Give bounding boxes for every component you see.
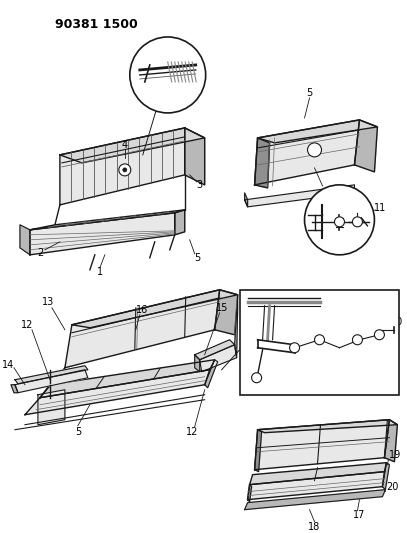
- Polygon shape: [258, 419, 397, 433]
- Polygon shape: [72, 290, 238, 328]
- Text: 5: 5: [195, 253, 201, 263]
- Text: 90381 1500: 90381 1500: [55, 18, 138, 31]
- Polygon shape: [175, 210, 185, 235]
- Polygon shape: [249, 463, 386, 484]
- Polygon shape: [60, 128, 185, 205]
- Polygon shape: [20, 225, 30, 255]
- Polygon shape: [245, 490, 385, 510]
- Text: 14: 14: [2, 360, 14, 370]
- Text: 3: 3: [197, 180, 203, 190]
- Text: 1: 1: [97, 267, 103, 277]
- Text: 7: 7: [274, 347, 281, 357]
- Circle shape: [335, 217, 344, 227]
- Circle shape: [352, 335, 363, 345]
- Polygon shape: [384, 419, 397, 462]
- Text: 12: 12: [186, 427, 198, 437]
- Text: 19: 19: [389, 450, 402, 459]
- Circle shape: [289, 343, 300, 353]
- Polygon shape: [200, 345, 236, 372]
- Polygon shape: [235, 295, 238, 358]
- Polygon shape: [258, 120, 377, 143]
- Text: 15: 15: [215, 303, 228, 313]
- Circle shape: [119, 164, 131, 176]
- Polygon shape: [60, 128, 205, 163]
- Polygon shape: [383, 463, 389, 490]
- Text: 10: 10: [392, 317, 404, 327]
- Polygon shape: [255, 138, 269, 188]
- Polygon shape: [205, 360, 218, 387]
- Circle shape: [252, 373, 262, 383]
- Polygon shape: [255, 120, 359, 185]
- Text: 12: 12: [387, 290, 400, 300]
- Text: 9: 9: [351, 330, 357, 340]
- Text: 16: 16: [136, 305, 148, 315]
- Polygon shape: [255, 419, 389, 470]
- Text: 8: 8: [366, 350, 372, 360]
- Text: 8: 8: [252, 377, 258, 387]
- Text: 5: 5: [306, 88, 313, 98]
- Polygon shape: [247, 472, 384, 499]
- Bar: [240, 290, 399, 395]
- Circle shape: [123, 168, 127, 172]
- Polygon shape: [38, 390, 65, 425]
- Polygon shape: [15, 366, 88, 384]
- Polygon shape: [185, 128, 205, 185]
- Text: 13: 13: [42, 297, 54, 307]
- Polygon shape: [195, 340, 235, 360]
- Circle shape: [304, 185, 374, 255]
- Circle shape: [130, 37, 206, 113]
- Polygon shape: [245, 185, 354, 207]
- Text: 18: 18: [309, 522, 321, 531]
- Circle shape: [308, 143, 322, 157]
- Text: 20: 20: [386, 482, 399, 491]
- Text: 4: 4: [122, 140, 128, 150]
- Polygon shape: [15, 370, 88, 393]
- Polygon shape: [30, 210, 185, 230]
- Polygon shape: [25, 370, 210, 415]
- Polygon shape: [65, 290, 220, 368]
- Polygon shape: [40, 360, 214, 398]
- Polygon shape: [30, 213, 175, 255]
- Text: 17: 17: [353, 510, 365, 520]
- Text: 2: 2: [37, 248, 43, 258]
- Polygon shape: [247, 484, 252, 502]
- Text: 5: 5: [75, 427, 81, 437]
- Polygon shape: [245, 193, 247, 207]
- Polygon shape: [214, 290, 238, 335]
- Circle shape: [374, 330, 384, 340]
- Text: 11: 11: [374, 203, 387, 213]
- Text: 12: 12: [21, 320, 33, 330]
- Circle shape: [352, 217, 363, 227]
- Circle shape: [315, 335, 324, 345]
- Polygon shape: [255, 430, 262, 472]
- Polygon shape: [11, 385, 18, 393]
- Polygon shape: [195, 355, 200, 372]
- Text: 6: 6: [179, 42, 185, 52]
- Polygon shape: [354, 120, 377, 172]
